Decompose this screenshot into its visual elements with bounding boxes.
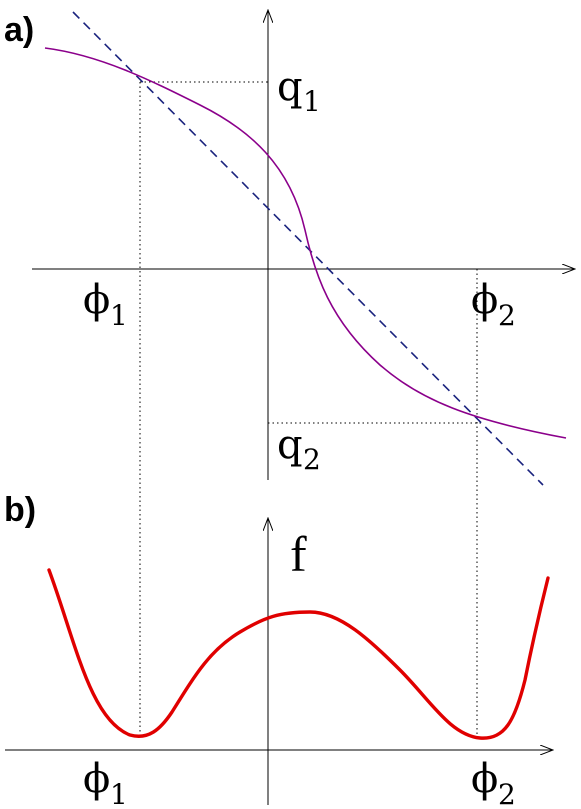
- q2-base: q: [277, 422, 303, 468]
- phi1-label-b: ϕ 1: [83, 756, 128, 809]
- phi1-base-b: ϕ: [83, 756, 110, 802]
- panel-a-label: a): [4, 11, 34, 49]
- q1-sub: 1: [303, 85, 321, 118]
- panel-a: a) q 1 q 2 ϕ 1 ϕ 2: [4, 10, 575, 737]
- f-label: f: [290, 526, 307, 582]
- phi1-base-a: ϕ: [83, 277, 110, 323]
- q2-label: q 2: [277, 422, 321, 476]
- phi2-base-a: ϕ: [471, 277, 498, 323]
- panel-b: b) f ϕ 1 ϕ 2: [4, 491, 553, 809]
- phi2-label-b: ϕ 2: [471, 756, 516, 809]
- panel-b-label: b): [4, 491, 36, 529]
- phi1-label-a: ϕ 1: [83, 277, 128, 332]
- phi2-base-b: ϕ: [471, 756, 498, 802]
- purple-curve: [44, 47, 567, 439]
- q1-label: q 1: [277, 64, 321, 118]
- q1-base: q: [277, 64, 303, 110]
- q2-sub: 2: [303, 443, 321, 476]
- phi2-sub-b: 2: [498, 778, 516, 809]
- double-well-curve: [47, 568, 550, 740]
- phi2-label-a: ϕ 2: [471, 277, 516, 332]
- phi1-sub-a: 1: [110, 299, 128, 332]
- dashed-line: [72, 11, 544, 486]
- phi2-sub-a: 2: [498, 299, 516, 332]
- phi1-sub-b: 1: [110, 778, 128, 809]
